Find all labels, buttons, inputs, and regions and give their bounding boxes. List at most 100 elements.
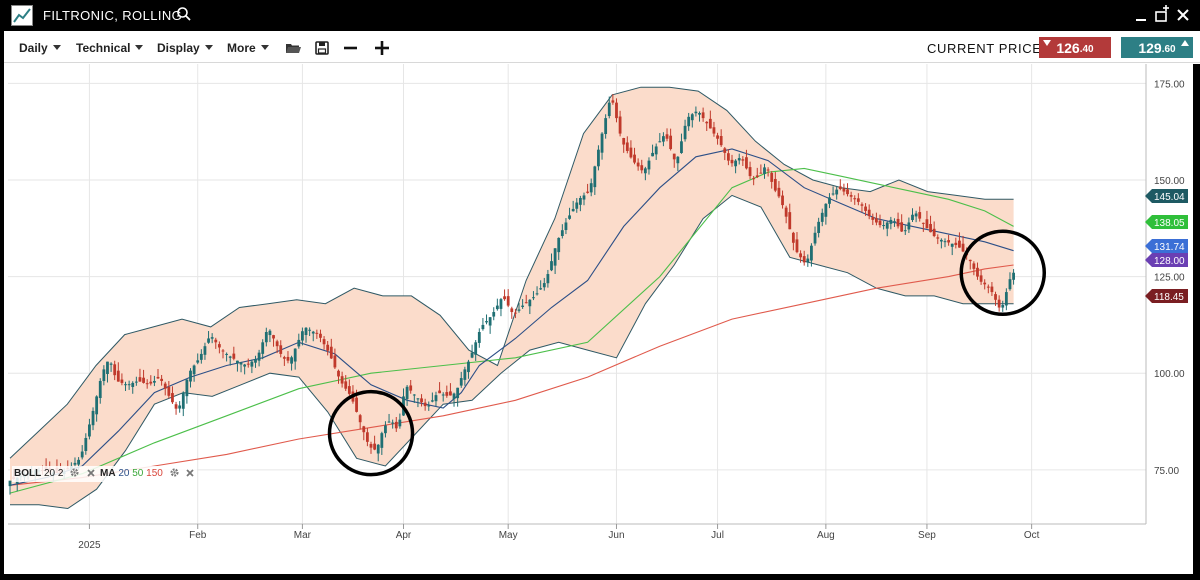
bid-price-decimal: .40	[1079, 43, 1094, 55]
candle-body	[142, 377, 145, 383]
candle-body	[420, 398, 423, 403]
open-folder-icon[interactable]	[284, 39, 302, 57]
price-tag[interactable]	[1145, 215, 1188, 229]
candle-body	[968, 259, 972, 262]
candle-body	[708, 118, 712, 129]
candle-body	[842, 188, 846, 192]
candle-body	[853, 198, 857, 200]
candle-body	[492, 312, 496, 317]
candle-body	[477, 332, 481, 343]
candle-body	[250, 361, 254, 367]
candle-body	[784, 207, 788, 217]
candle-body	[387, 421, 391, 423]
candle-body	[163, 383, 167, 389]
candle-body	[326, 344, 330, 351]
candle-body	[199, 353, 203, 360]
candle-body	[665, 134, 669, 139]
candle-body	[488, 317, 492, 326]
candle-body	[380, 433, 384, 448]
candle-body	[838, 186, 842, 189]
candle-body	[716, 135, 719, 139]
close-icon[interactable]	[1173, 5, 1193, 25]
ask-price-button[interactable]: 129.60	[1121, 37, 1193, 58]
legend-ma-period-3: 150	[146, 468, 163, 479]
minimize-icon[interactable]	[1131, 5, 1151, 25]
candle-body	[986, 286, 990, 288]
candle-body	[719, 136, 723, 146]
candle-body	[539, 288, 543, 290]
candle-body	[311, 331, 315, 334]
bid-price-button[interactable]: 126.40	[1039, 37, 1111, 58]
menu-daily[interactable]: Daily	[19, 41, 61, 55]
price-tag-label: 131.74	[1154, 242, 1185, 253]
candle-body	[856, 198, 860, 202]
candle-body	[160, 378, 164, 381]
candle-body	[929, 223, 932, 233]
candle-body	[485, 321, 488, 323]
price-tag-label: 118.45	[1154, 292, 1184, 303]
search-icon[interactable]	[176, 6, 192, 27]
candle-body	[517, 309, 521, 311]
candle-body	[293, 348, 297, 362]
x-tick-label: Mar	[294, 530, 312, 541]
save-icon[interactable]	[313, 39, 331, 57]
candle-body	[976, 267, 979, 277]
close-icon[interactable]	[86, 468, 96, 481]
candle-body	[755, 175, 759, 178]
candle-body	[625, 142, 629, 151]
candle-body	[120, 379, 124, 383]
candle-body	[319, 333, 322, 338]
price-tag[interactable]	[1145, 289, 1188, 303]
candle-body	[997, 299, 1001, 308]
candle-body	[640, 165, 644, 171]
menu-more[interactable]: More	[227, 41, 269, 55]
legend-boll[interactable]: BOLL 20 2	[12, 466, 99, 482]
candle-body	[95, 396, 99, 415]
price-chart[interactable]: 75.00 100.00 125.00 150.00 175.00 2025 Feb Mar A…	[0, 64, 1193, 574]
menu-technical[interactable]: Technical	[76, 41, 144, 55]
candle-body	[474, 342, 478, 355]
candle-body	[239, 362, 243, 365]
candle-body	[788, 212, 792, 230]
candle-body	[597, 149, 600, 167]
candle-body	[178, 405, 182, 409]
candle-body	[582, 195, 586, 200]
candle-body	[662, 136, 665, 142]
price-tag-label: 145.04	[1154, 192, 1185, 203]
candle-body	[304, 327, 308, 336]
candle-body	[752, 178, 756, 180]
zoom-out-icon[interactable]	[342, 39, 360, 57]
price-tag[interactable]	[1145, 253, 1188, 267]
candle-body	[297, 339, 301, 347]
y-tick-label: 75.00	[1154, 466, 1179, 477]
candle-body	[943, 241, 947, 243]
candle-body	[521, 305, 525, 307]
candle-body	[618, 116, 622, 134]
candle-body	[329, 346, 333, 359]
bollinger-band-fill	[10, 87, 1014, 509]
legend-ma[interactable]: MA 20 50 150	[98, 466, 198, 482]
gear-icon[interactable]	[69, 467, 80, 481]
annotation-circle[interactable]	[327, 389, 415, 477]
candle-body	[88, 424, 91, 437]
annotation-circle[interactable]	[959, 229, 1047, 317]
gear-icon[interactable]	[169, 467, 180, 481]
candle-body	[514, 312, 517, 314]
candle-body	[694, 111, 698, 114]
menu-display[interactable]: Display	[157, 41, 213, 55]
candle-body	[286, 356, 290, 361]
close-icon[interactable]	[185, 468, 195, 481]
candle-body	[578, 198, 582, 205]
candle-body	[810, 245, 813, 261]
candle-body	[748, 167, 752, 177]
zoom-in-icon[interactable]	[373, 39, 391, 57]
candle-body	[423, 402, 427, 407]
price-tag[interactable]	[1145, 189, 1188, 203]
price-tag[interactable]	[1145, 239, 1188, 253]
candle-body	[849, 195, 853, 197]
candle-body	[365, 432, 369, 442]
candle-body	[156, 376, 160, 379]
popout-icon[interactable]	[1152, 5, 1172, 25]
candle-body	[658, 141, 662, 143]
candle-body	[907, 222, 911, 230]
